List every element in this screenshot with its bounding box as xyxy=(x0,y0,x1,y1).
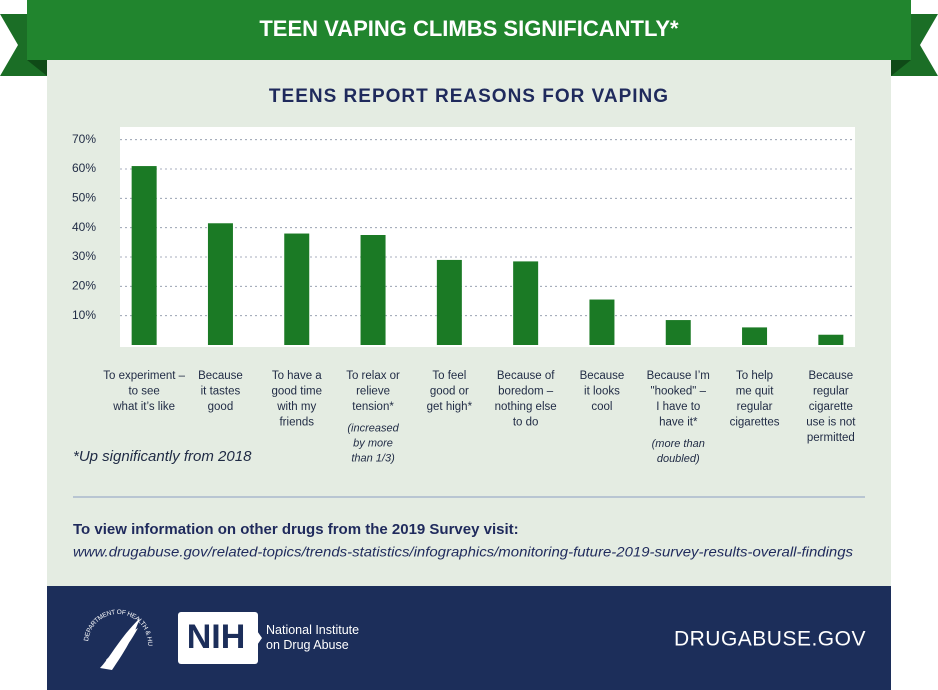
institute-name: National Institute on Drug Abuse xyxy=(266,623,359,652)
text-line: get high* xyxy=(427,401,473,413)
x-tick-label: Because it looks cool xyxy=(580,370,625,413)
category-note: (more than doubled) xyxy=(652,438,705,465)
text-line: permitted xyxy=(807,432,855,444)
y-tick-label: 10% xyxy=(72,308,96,322)
text-line: friends xyxy=(279,417,314,429)
x-tick-label: To feel good or get high* xyxy=(427,370,473,413)
text-line: cigarettes xyxy=(730,417,780,429)
x-tick-label: To relax or relieve tension* xyxy=(346,370,400,413)
text-line: regular xyxy=(737,401,773,413)
plot-area xyxy=(120,127,855,347)
text-line: to do xyxy=(513,417,539,429)
bar xyxy=(207,223,233,345)
text-line: with my xyxy=(276,401,316,413)
text-line: cool xyxy=(591,401,612,413)
y-tick-label: 60% xyxy=(72,161,96,175)
footer-heading: To view information on other drugs from … xyxy=(73,521,519,538)
ribbon-fold xyxy=(27,60,47,76)
text-line: use is not xyxy=(806,417,856,429)
text-line: good or xyxy=(430,386,469,398)
text-line: To have a xyxy=(272,370,322,382)
y-tick-label: 70% xyxy=(72,132,96,146)
text-line: what it’s like xyxy=(112,401,175,413)
bar xyxy=(284,233,310,345)
text-line: Because xyxy=(580,370,625,382)
category-note: (increased by more than 1/3) xyxy=(347,422,399,464)
text-line: by more xyxy=(353,437,393,449)
x-tick-label: To experiment – to see what it’s like xyxy=(103,370,185,413)
text-line: (more than xyxy=(652,438,705,450)
chart: 10% 20% 30% 40% 50% 60% 70% To experiment – to s… xyxy=(72,132,856,465)
text-line: To experiment – xyxy=(103,370,185,382)
text-line: it looks xyxy=(584,386,620,398)
text-line: nothing else xyxy=(495,401,557,413)
banner-title: TEEN VAPING CLIMBS SIGNIFICANTLY* xyxy=(259,16,679,41)
text-line: Because I’m xyxy=(647,370,710,382)
footer-url[interactable]: www.drugabuse.gov/related-topics/trends-… xyxy=(73,544,853,560)
bar xyxy=(513,261,539,345)
nih-box xyxy=(178,612,258,664)
text-line: it tastes xyxy=(201,386,241,398)
text-line: (increased xyxy=(347,422,399,434)
text-line: on Drug Abuse xyxy=(266,638,349,652)
x-tick-label: Because it tastes good xyxy=(198,370,243,413)
text-line: have it* xyxy=(659,417,698,429)
text-line: doubled) xyxy=(657,453,700,465)
text-line: Because of xyxy=(497,370,555,382)
footnote: *Up significantly from 2018 xyxy=(73,448,252,465)
text-line: me quit xyxy=(736,386,775,398)
bar xyxy=(131,166,157,345)
hhs-eagle xyxy=(100,618,140,670)
chart-title: TEENS REPORT REASONS FOR VAPING xyxy=(269,86,669,107)
x-tick-label: Because of boredom – nothing else to do xyxy=(495,370,557,429)
bar xyxy=(436,259,462,345)
text-line: To feel xyxy=(432,370,466,382)
site-name[interactable]: DRUGABUSE.GOV xyxy=(674,628,866,651)
y-tick-label: 50% xyxy=(72,191,96,205)
x-tick-label: Because I’m "hooked" – I have to have it* xyxy=(647,370,710,429)
bar xyxy=(818,334,844,345)
text-line: To help xyxy=(736,370,773,382)
text-line: relieve xyxy=(356,386,390,398)
x-tick-label: To have a good time with my friends xyxy=(271,370,322,429)
text-line: I have to xyxy=(656,401,700,413)
text-line: good xyxy=(208,401,234,413)
ribbon-fold xyxy=(891,60,911,76)
text-line: Because xyxy=(198,370,243,382)
bar xyxy=(665,320,691,345)
bar xyxy=(360,235,386,345)
y-tick-label: 40% xyxy=(72,220,96,234)
x-tick-label: Because regular cigarette use is not permitt… xyxy=(806,370,856,444)
y-tick-label: 30% xyxy=(72,249,96,263)
text-line: Because xyxy=(808,370,853,382)
text-line: tension* xyxy=(352,401,394,413)
text-line: to see xyxy=(128,386,159,398)
bar xyxy=(742,327,768,345)
bar xyxy=(589,299,615,345)
y-tick-label: 20% xyxy=(72,279,96,293)
text-line: boredom – xyxy=(498,386,554,398)
text-line: National Institute xyxy=(266,623,359,637)
nih-logo: NIH xyxy=(187,618,246,656)
text-line: good time xyxy=(271,386,322,398)
x-tick-label: To help me quit regular cigarettes xyxy=(730,370,780,429)
text-line: To relax or xyxy=(346,370,400,382)
banner xyxy=(27,0,911,60)
text-line: than 1/3) xyxy=(351,452,395,464)
text-line: regular xyxy=(813,386,849,398)
text-line: "hooked" – xyxy=(651,386,707,398)
nih-arrow xyxy=(244,612,262,664)
text-line: cigarette xyxy=(809,401,853,413)
